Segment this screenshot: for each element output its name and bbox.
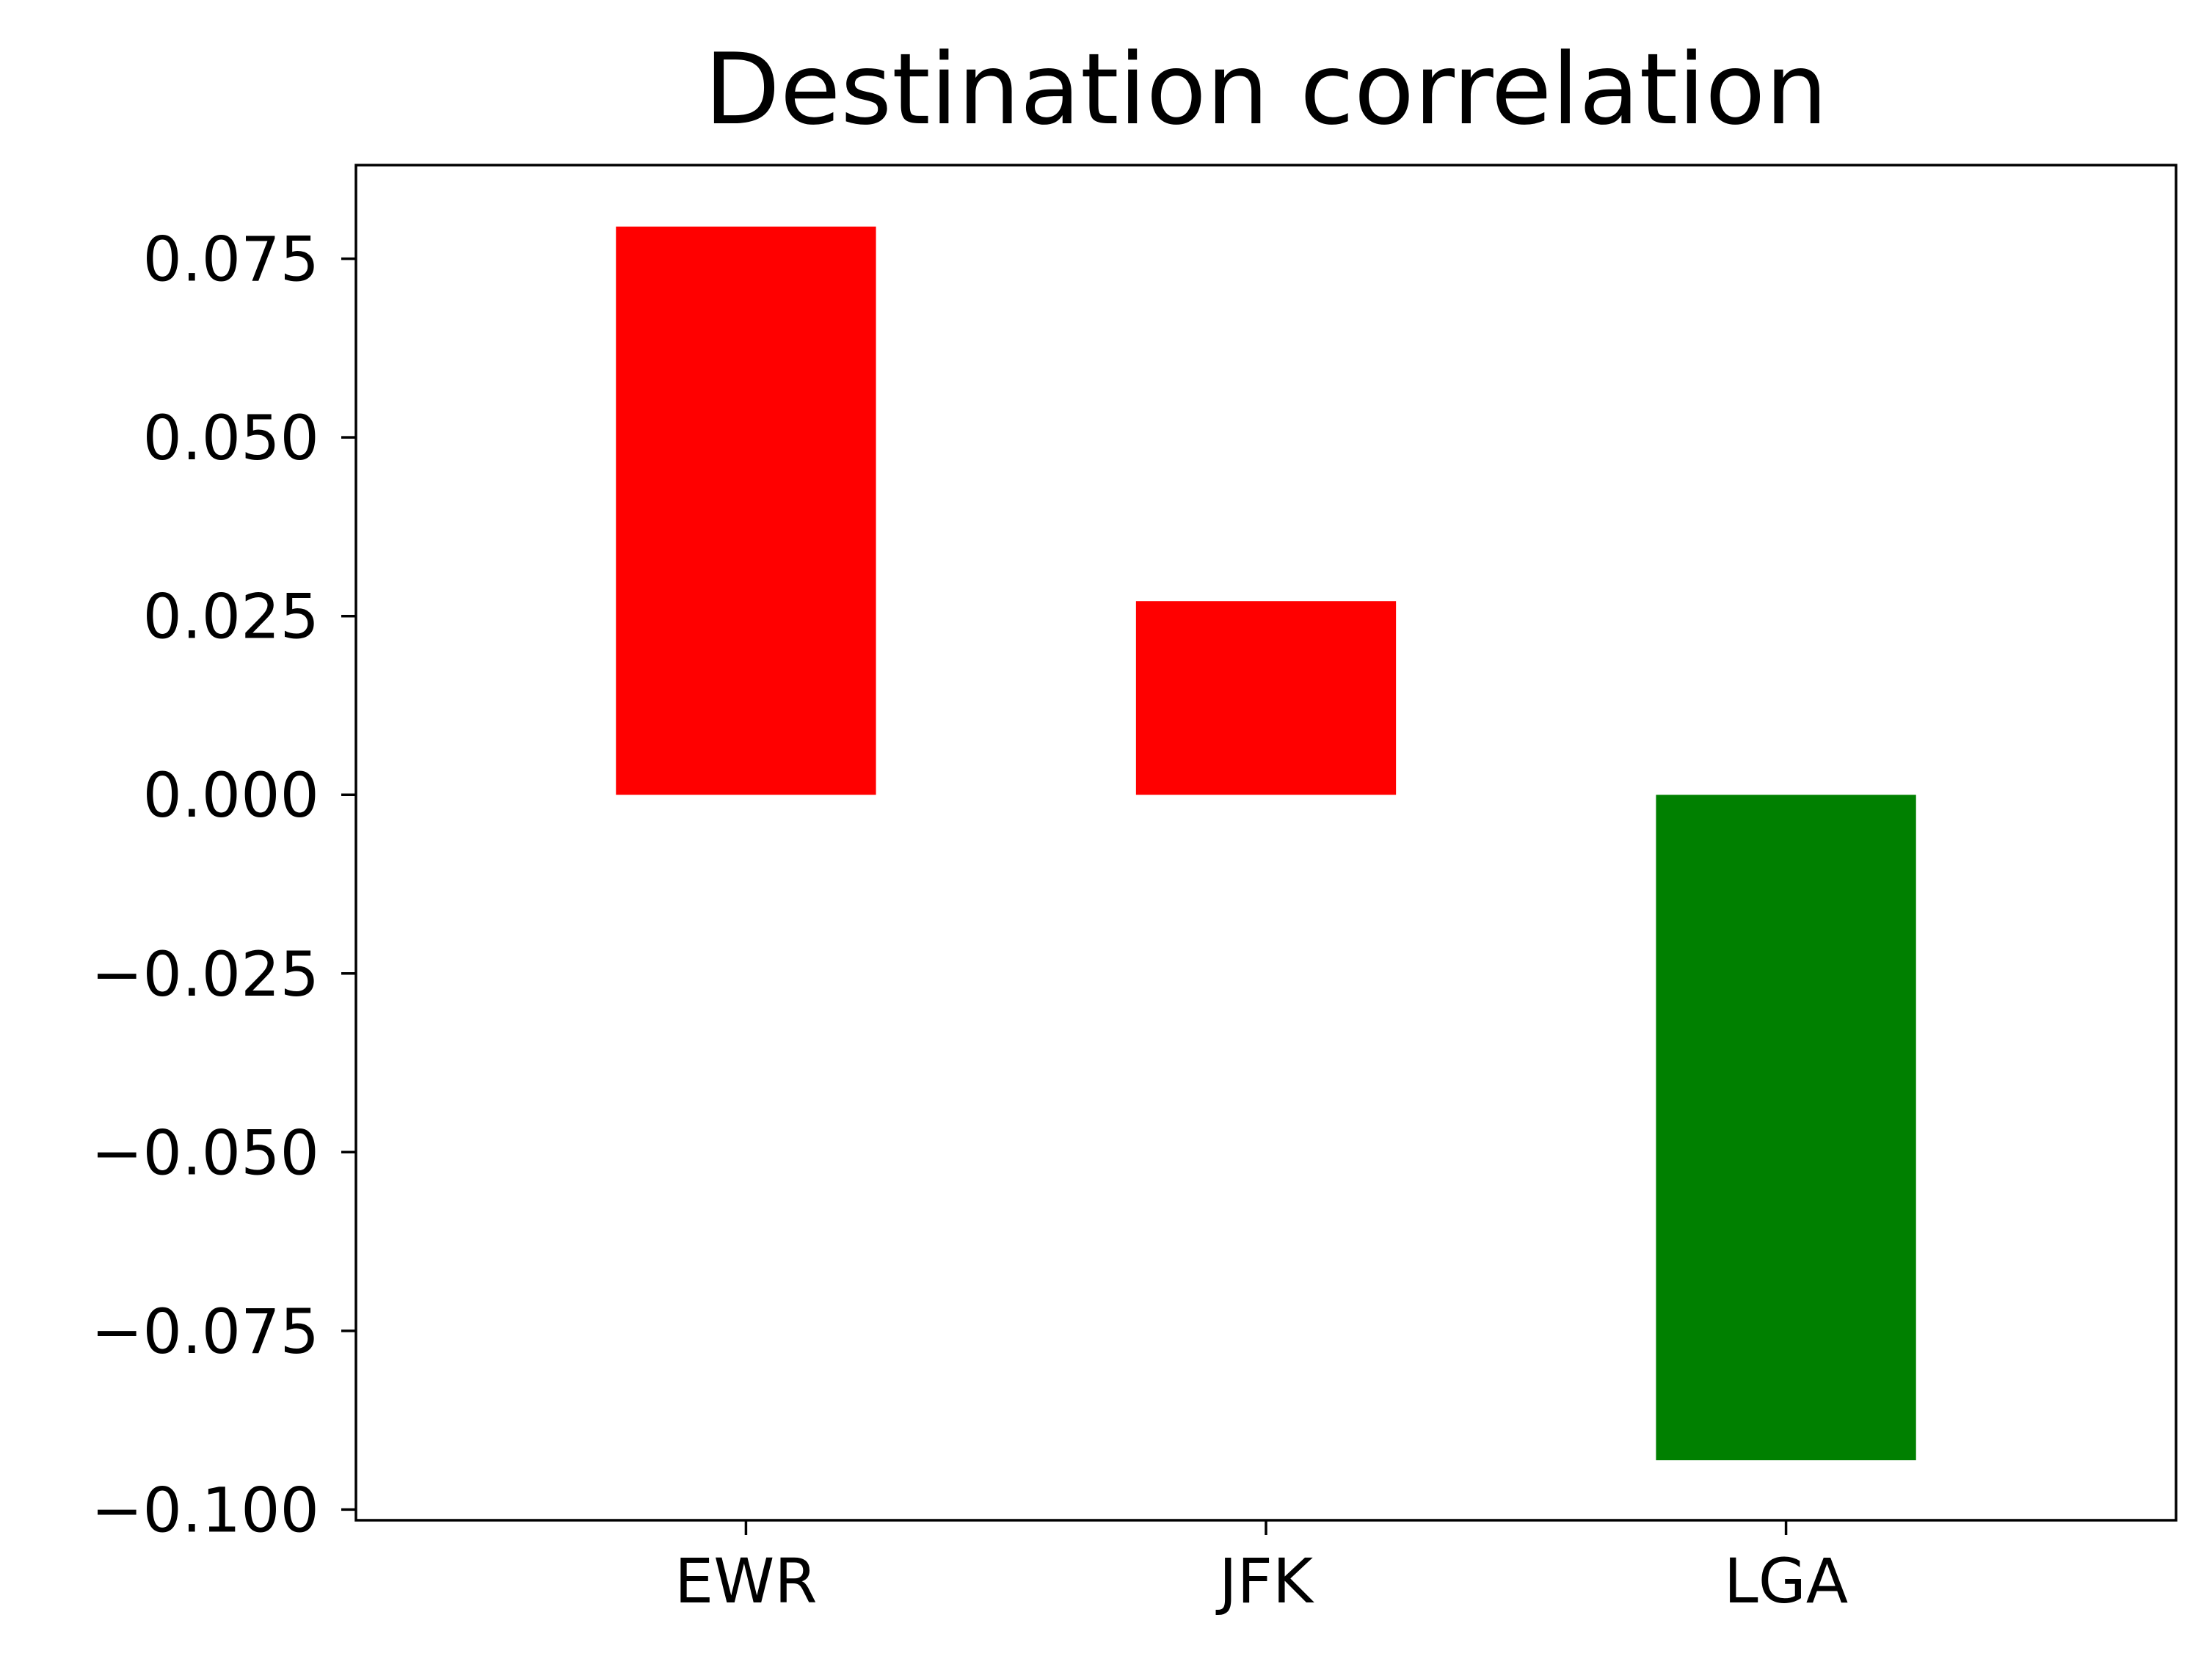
y-tick-label: 0.000: [143, 759, 319, 831]
bars-layer: [616, 226, 1916, 1461]
y-tick-label: 0.075: [143, 224, 319, 296]
chart-title: Destination correlation: [705, 32, 1828, 147]
y-tick-label: 0.050: [143, 402, 319, 474]
x-tick-label-lga: LGA: [1724, 1545, 1848, 1617]
bar-lga: [1656, 795, 1916, 1461]
y-tick-label: 0.025: [143, 581, 319, 653]
y-tick-label: −0.025: [91, 938, 319, 1010]
y-tick-label: −0.050: [91, 1117, 319, 1189]
y-axis: 0.075 0.050 0.025 0.000 −0.025 −0.050 −0.075 −0…: [91, 224, 356, 1546]
x-tick-label-jfk: JFK: [1215, 1545, 1314, 1617]
y-tick-label: −0.100: [91, 1474, 319, 1546]
plot-frame: [354, 164, 2178, 1522]
x-tick-label-ewr: EWR: [674, 1545, 818, 1617]
bar-ewr: [616, 226, 876, 795]
y-tick-label: −0.075: [91, 1296, 319, 1368]
x-axis: EWR JFK LGA: [674, 1520, 1848, 1617]
bar-jfk: [1135, 601, 1397, 795]
